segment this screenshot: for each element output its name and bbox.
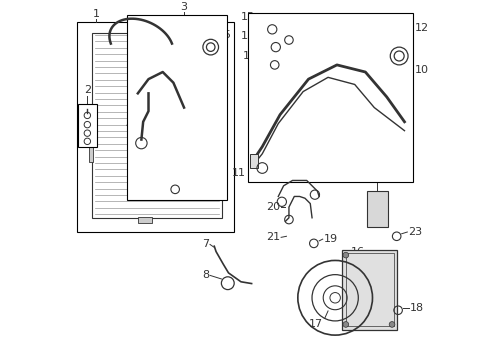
Bar [138, 28, 152, 35]
Bar [366, 191, 387, 227]
Text: 23: 23 [407, 227, 421, 237]
Text: 15: 15 [241, 12, 269, 24]
Text: 22: 22 [369, 172, 384, 182]
Bar [89, 145, 93, 162]
Bar [249, 154, 257, 168]
Bar [78, 104, 97, 147]
Text: 9: 9 [305, 172, 312, 182]
Text: 18: 18 [409, 303, 423, 314]
Text: 15: 15 [241, 31, 272, 42]
Text: 1: 1 [92, 9, 99, 19]
Text: 10: 10 [414, 65, 428, 75]
Text: 6: 6 [178, 187, 192, 197]
Bar [92, 33, 222, 218]
Text: 11: 11 [232, 168, 255, 178]
Text: 7: 7 [202, 239, 208, 249]
Text: 3: 3 [180, 1, 187, 12]
Circle shape [342, 252, 348, 258]
Text: 5: 5 [216, 30, 230, 42]
Text: 12: 12 [397, 23, 428, 44]
Text: 13: 13 [243, 51, 271, 61]
Text: 14: 14 [291, 23, 313, 35]
Text: 21: 21 [265, 232, 280, 242]
Bar [77, 22, 233, 232]
Text: 4: 4 [125, 120, 132, 130]
Bar [345, 253, 393, 326]
Text: 20: 20 [265, 202, 280, 212]
Text: 16: 16 [350, 247, 365, 257]
Text: 8: 8 [202, 270, 208, 280]
Bar [138, 217, 152, 223]
Circle shape [342, 321, 348, 327]
Bar [127, 15, 226, 200]
Text: 2: 2 [83, 85, 91, 95]
Bar [247, 13, 412, 182]
Circle shape [388, 321, 394, 327]
Bar [220, 145, 224, 162]
Bar [342, 250, 397, 330]
Text: 17: 17 [308, 319, 322, 329]
Text: 19: 19 [323, 234, 337, 244]
